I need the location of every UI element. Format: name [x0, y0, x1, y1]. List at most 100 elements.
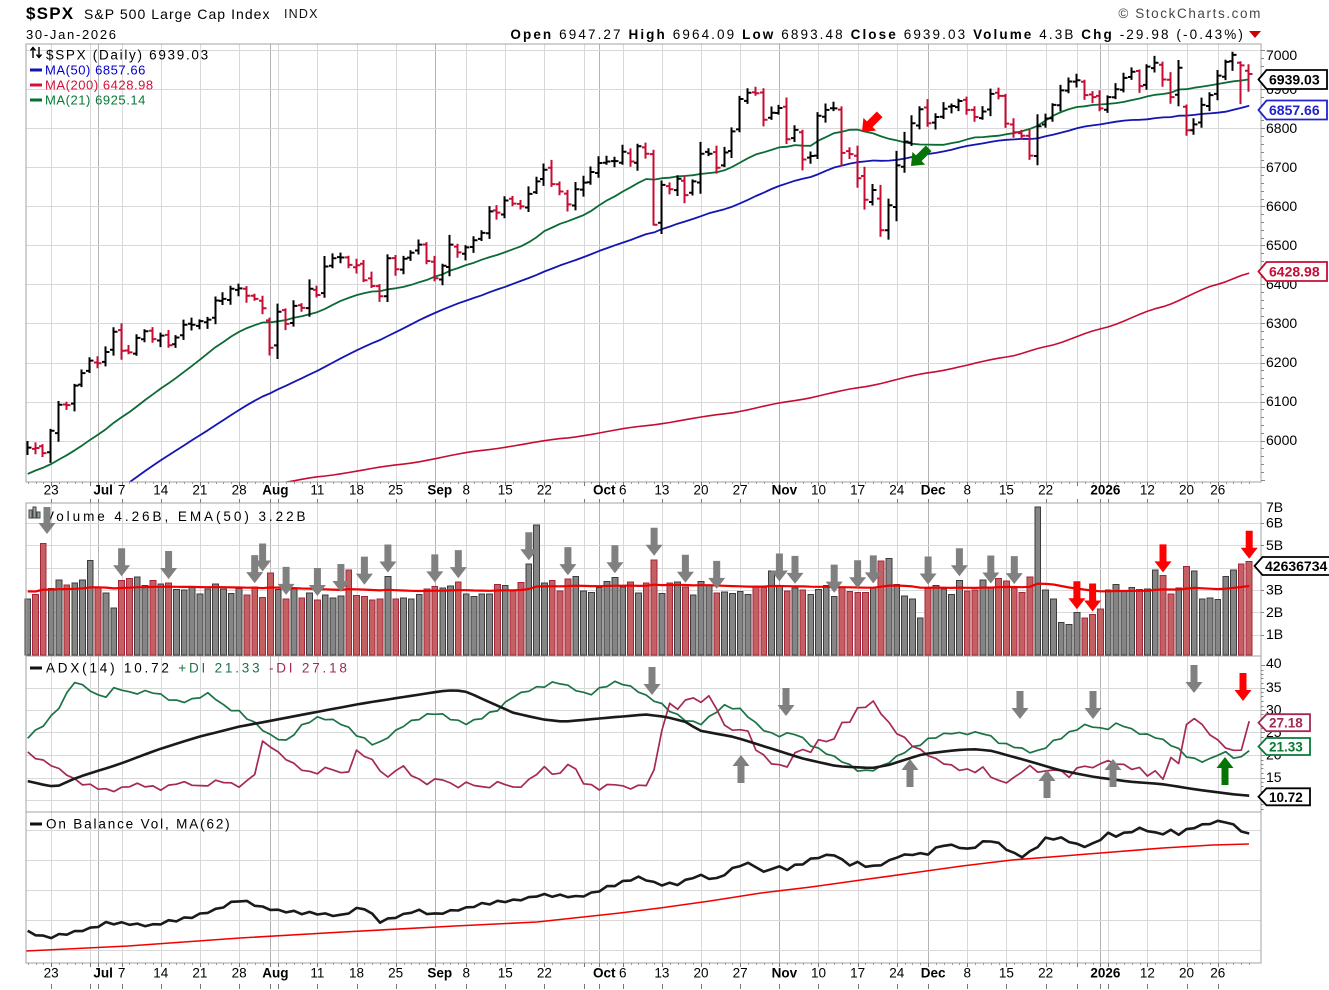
svg-text:10.72: 10.72	[1269, 790, 1303, 805]
svg-text:7: 7	[118, 966, 126, 981]
svg-text:7: 7	[118, 483, 126, 498]
svg-text:2B: 2B	[1266, 604, 1283, 620]
svg-text:17: 17	[850, 966, 865, 981]
svg-text:8: 8	[462, 966, 470, 981]
svg-text:25: 25	[388, 966, 403, 981]
svg-text:42636734: 42636734	[1265, 558, 1328, 574]
svg-text:3B: 3B	[1266, 582, 1283, 598]
svg-text:MA(200) 6428.98: MA(200) 6428.98	[45, 78, 154, 93]
svg-text:6428.98: 6428.98	[1269, 264, 1320, 280]
svg-text:6: 6	[619, 966, 627, 981]
svg-text:26: 26	[1210, 966, 1225, 981]
svg-text:12: 12	[1140, 483, 1155, 498]
svg-text:11: 11	[310, 966, 324, 981]
svg-text:6: 6	[619, 483, 627, 498]
svg-text:28: 28	[232, 966, 247, 981]
svg-text:18: 18	[349, 483, 364, 498]
svg-text:7000: 7000	[1266, 47, 1297, 63]
svg-text:6939.03: 6939.03	[1269, 72, 1320, 88]
svg-text:5B: 5B	[1266, 537, 1283, 553]
svg-text:28: 28	[232, 483, 247, 498]
svg-text:22: 22	[1038, 966, 1053, 981]
svg-text:6100: 6100	[1266, 393, 1297, 409]
svg-text:MA(21) 6925.14: MA(21) 6925.14	[45, 93, 146, 108]
svg-text:22: 22	[1038, 483, 1053, 498]
svg-text:15: 15	[999, 483, 1014, 498]
svg-text:8: 8	[462, 483, 470, 498]
svg-text:6300: 6300	[1266, 315, 1297, 331]
svg-text:Aug: Aug	[262, 966, 288, 981]
svg-text:Sep: Sep	[427, 966, 452, 981]
svg-text:6500: 6500	[1266, 237, 1297, 253]
svg-text:24: 24	[889, 966, 905, 981]
svg-text:$SPX: $SPX	[26, 4, 74, 23]
svg-text:20: 20	[1179, 483, 1194, 498]
svg-text:21.33: 21.33	[1269, 740, 1303, 755]
svg-text:17: 17	[850, 483, 865, 498]
svg-text:14: 14	[153, 966, 169, 981]
svg-text:23: 23	[44, 483, 59, 498]
svg-text:20: 20	[693, 966, 708, 981]
svg-text:MA(50) 6857.66: MA(50) 6857.66	[45, 63, 146, 78]
svg-text:6857.66: 6857.66	[1269, 102, 1320, 118]
svg-text:8: 8	[964, 483, 972, 498]
svg-text:Open 6947.27 High 6964.09 Low: Open 6947.27 High 6964.09 Low 6893.48 Cl…	[510, 27, 1245, 42]
svg-text:13: 13	[654, 483, 669, 498]
svg-text:18: 18	[349, 966, 364, 981]
svg-text:Oct: Oct	[593, 483, 616, 498]
svg-text:21: 21	[192, 966, 207, 981]
svg-text:ADX(14) 10.72 +DI 21.33 -DI 27: ADX(14) 10.72 +DI 21.33 -DI 27.18	[46, 661, 350, 676]
svg-text:6000: 6000	[1266, 432, 1297, 448]
svg-text:6700: 6700	[1266, 159, 1297, 175]
svg-text:22: 22	[537, 483, 552, 498]
svg-text:24: 24	[889, 483, 905, 498]
svg-text:25: 25	[388, 483, 403, 498]
svg-text:8: 8	[964, 966, 972, 981]
svg-text:2026: 2026	[1090, 966, 1121, 981]
svg-text:Volume 4.26B, EMA(50) 3.22B: Volume 4.26B, EMA(50) 3.22B	[45, 509, 309, 524]
svg-text:11: 11	[310, 483, 324, 498]
svg-text:23: 23	[44, 966, 59, 981]
svg-text:20: 20	[693, 483, 708, 498]
svg-text:$SPX (Daily) 6939.03: $SPX (Daily) 6939.03	[46, 48, 210, 63]
svg-text:On Balance Vol, MA(62): On Balance Vol, MA(62)	[46, 817, 232, 832]
svg-text:Aug: Aug	[262, 483, 288, 498]
svg-text:22: 22	[537, 966, 552, 981]
svg-text:21: 21	[192, 483, 207, 498]
svg-text:27: 27	[733, 483, 748, 498]
svg-text:40: 40	[1266, 655, 1282, 671]
svg-text:7B: 7B	[1266, 499, 1283, 515]
svg-text:6200: 6200	[1266, 354, 1297, 370]
svg-text:30-Jan-2026: 30-Jan-2026	[26, 27, 118, 42]
svg-text:6800: 6800	[1266, 120, 1297, 136]
svg-text:Jul: Jul	[93, 966, 113, 981]
svg-text:Dec: Dec	[921, 966, 946, 981]
svg-text:Sep: Sep	[427, 483, 452, 498]
svg-text:Oct: Oct	[593, 966, 616, 981]
svg-text:© StockCharts.com: © StockCharts.com	[1118, 6, 1262, 21]
svg-text:12: 12	[1140, 966, 1155, 981]
svg-text:6600: 6600	[1266, 198, 1297, 214]
svg-text:13: 13	[654, 966, 669, 981]
svg-text:15: 15	[498, 483, 513, 498]
svg-text:2026: 2026	[1090, 483, 1121, 498]
svg-text:Nov: Nov	[772, 966, 798, 981]
svg-text:Nov: Nov	[772, 483, 798, 498]
svg-text:20: 20	[1179, 966, 1194, 981]
svg-text:6B: 6B	[1266, 514, 1283, 530]
svg-text:14: 14	[153, 483, 169, 498]
svg-text:INDX: INDX	[284, 7, 319, 21]
svg-text:10: 10	[811, 966, 826, 981]
svg-text:1B: 1B	[1266, 626, 1283, 642]
svg-text:S&P 500 Large Cap Index: S&P 500 Large Cap Index	[84, 6, 271, 22]
svg-text:15: 15	[498, 966, 513, 981]
svg-text:Dec: Dec	[921, 483, 946, 498]
svg-text:Jul: Jul	[93, 483, 113, 498]
svg-text:27.18: 27.18	[1269, 716, 1303, 731]
svg-text:27: 27	[733, 966, 748, 981]
svg-text:10: 10	[811, 483, 826, 498]
svg-text:15: 15	[999, 966, 1014, 981]
svg-text:35: 35	[1266, 679, 1282, 695]
svg-text:26: 26	[1210, 483, 1225, 498]
svg-text:15: 15	[1266, 769, 1282, 785]
